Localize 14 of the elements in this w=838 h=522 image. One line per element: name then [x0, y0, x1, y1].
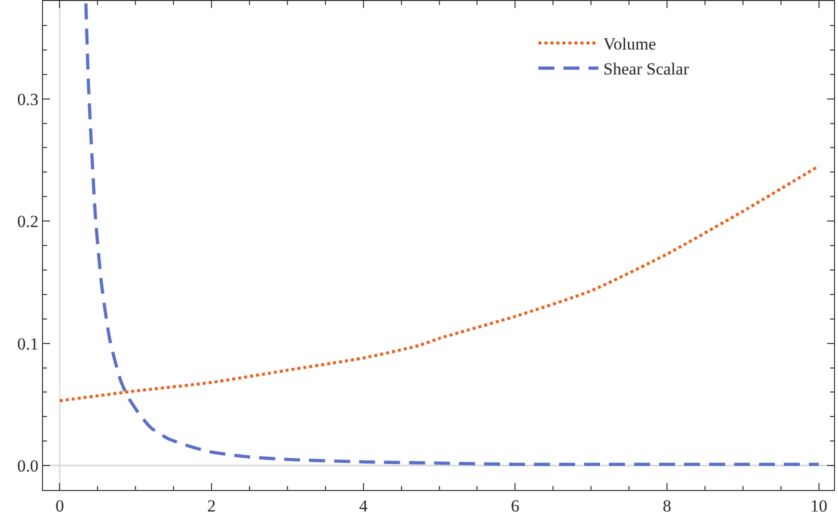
- line-series: [58, 164, 820, 402]
- y-tick-label: 0.0: [17, 456, 38, 476]
- y-tick-label: 0.1: [17, 334, 38, 354]
- x-tick-label: 0: [55, 496, 64, 516]
- x-tick-label: 4: [359, 496, 368, 516]
- x-tick-label: 10: [810, 496, 828, 516]
- x-tick-label: 8: [662, 496, 672, 516]
- y-tick-label: 0.3: [17, 90, 38, 109]
- x-tick-label: 6: [510, 496, 520, 516]
- x-tick-label: 2: [207, 496, 216, 516]
- legend-label: Shear Scalar: [603, 60, 690, 79]
- legend-label: Volume: [603, 34, 656, 54]
- line-series: [84, 2, 820, 466]
- y-tick-label: 0.2: [17, 212, 38, 231]
